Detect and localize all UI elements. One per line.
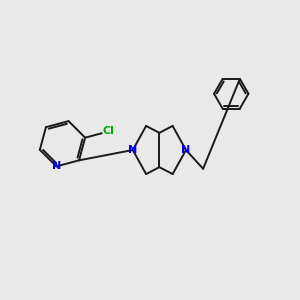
Text: Cl: Cl [102,127,114,136]
Text: N: N [181,145,190,155]
Text: N: N [52,161,61,171]
Text: N: N [128,145,137,155]
